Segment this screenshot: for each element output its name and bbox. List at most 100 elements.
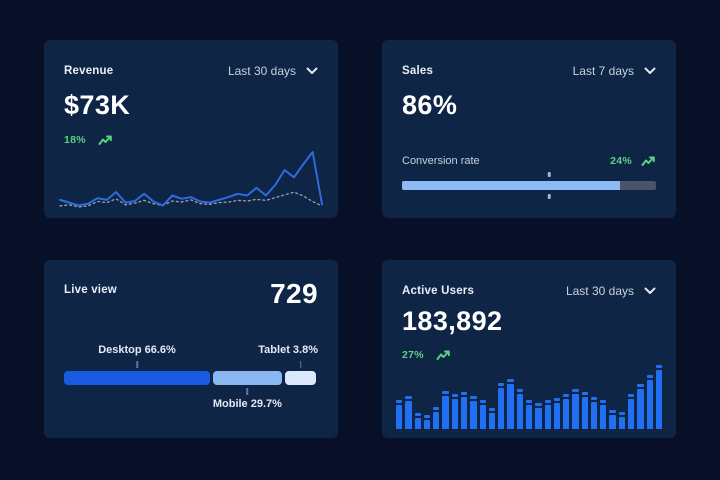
sales-title: Sales — [402, 65, 434, 77]
bar — [396, 400, 403, 429]
chevron-down-icon — [644, 67, 656, 74]
bar-cap — [525, 400, 533, 403]
bar — [553, 398, 561, 429]
chevron-down-icon — [644, 287, 656, 294]
bar-cap — [572, 389, 579, 392]
bar — [507, 379, 514, 429]
live-view-header: Live view 729 — [64, 278, 318, 310]
bar — [423, 415, 431, 429]
active-users-title: Active Users — [402, 285, 475, 297]
bar-cap — [498, 383, 505, 386]
segment-tick-desktop — [136, 361, 138, 368]
bar-cap — [396, 400, 403, 403]
bar — [498, 383, 505, 429]
bar-body — [655, 370, 663, 429]
segment-tick-tablet — [299, 361, 302, 368]
bar — [618, 412, 626, 429]
segment-label-desktop: Desktop 66.6% — [98, 344, 176, 356]
bar — [637, 384, 644, 429]
progress-marker-bottom — [548, 194, 551, 199]
bar — [525, 400, 533, 429]
active-users-range-select[interactable]: Last 30 days — [566, 284, 656, 298]
segment-desktop — [64, 371, 211, 385]
segment-label-mobile: Mobile 29.7% — [212, 398, 282, 410]
live-view-value: 729 — [270, 278, 318, 309]
active-users-bar-chart — [396, 365, 663, 429]
revenue-change: 18% — [64, 134, 86, 146]
bar-body — [396, 405, 403, 429]
bar-body — [470, 401, 477, 429]
bar-cap — [628, 394, 635, 397]
bar-body — [590, 402, 598, 429]
bar — [609, 410, 616, 429]
bar — [414, 413, 421, 429]
bar-body — [405, 401, 412, 429]
bar-body — [451, 399, 458, 429]
bar-cap — [460, 392, 468, 395]
bar — [479, 400, 486, 429]
active-users-range-label: Last 30 days — [565, 284, 634, 298]
line-series-current-period — [58, 151, 324, 207]
bar-cap — [507, 379, 514, 382]
bar-body — [609, 415, 616, 429]
bar-cap — [405, 396, 412, 399]
bar-body — [544, 405, 551, 429]
bar-cap — [442, 391, 449, 394]
progress-marker-top — [548, 172, 551, 177]
bar-cap — [590, 397, 598, 400]
bar — [442, 391, 449, 429]
bar-cap — [563, 394, 570, 397]
bar-body — [553, 403, 561, 429]
active-users-card: Active Users Last 30 days 183,892 27% — [382, 260, 676, 438]
sales-card: Sales Last 7 days 86% Conversion rate 24… — [382, 40, 676, 218]
conversion-rate-label: Conversion rate — [402, 155, 480, 167]
bar-body — [433, 412, 440, 429]
active-users-value: 183,892 — [402, 306, 503, 336]
bar-cap — [479, 400, 486, 403]
bar-cap — [553, 398, 561, 401]
bar-body — [442, 396, 449, 429]
live-view-card: Live view 729 Desktop 66.6% Mobile 29.7% T… — [44, 260, 338, 438]
bar — [433, 407, 440, 429]
bar — [581, 392, 588, 429]
bar-body — [646, 380, 653, 429]
bar-cap — [451, 394, 458, 397]
bar-cap — [581, 392, 588, 395]
bar — [405, 396, 412, 429]
bar-cap — [646, 375, 653, 378]
revenue-card-header: Revenue Last 30 days — [64, 64, 318, 78]
bar-body — [563, 399, 570, 429]
bar — [600, 400, 607, 429]
revenue-range-select[interactable]: Last 30 days — [228, 64, 318, 78]
device-distribution-bar — [64, 371, 318, 385]
progress-fill — [402, 181, 621, 190]
bar-cap — [618, 412, 626, 415]
bar-body — [618, 417, 626, 429]
conversion-rate-change: 24% — [610, 155, 632, 167]
trend-up-icon — [641, 156, 655, 166]
bar — [563, 394, 570, 429]
conversion-rate-row: Conversion rate 24% — [402, 155, 656, 167]
bar-body — [460, 397, 468, 429]
bar-cap — [488, 408, 496, 411]
bar — [488, 408, 496, 429]
segment-tick-mobile — [246, 388, 249, 395]
sales-range-select[interactable]: Last 7 days — [573, 64, 656, 78]
bar-body — [488, 413, 496, 429]
chevron-down-icon — [306, 67, 318, 74]
bar-cap — [535, 403, 542, 406]
bar — [590, 397, 598, 429]
segment-tablet — [284, 371, 317, 385]
bar-body — [600, 405, 607, 429]
bar — [535, 403, 542, 429]
bar-cap — [600, 400, 607, 403]
bar-body — [581, 397, 588, 429]
bar-cap — [637, 384, 644, 387]
bar-body — [414, 418, 421, 429]
revenue-range-label: Last 30 days — [227, 64, 296, 78]
revenue-card: Revenue Last 30 days $73K 18% — [44, 40, 338, 218]
active-users-card-header: Active Users Last 30 days — [402, 284, 656, 298]
bar-cap — [516, 389, 523, 392]
bar-body — [479, 405, 486, 429]
active-users-change: 27% — [402, 349, 424, 361]
